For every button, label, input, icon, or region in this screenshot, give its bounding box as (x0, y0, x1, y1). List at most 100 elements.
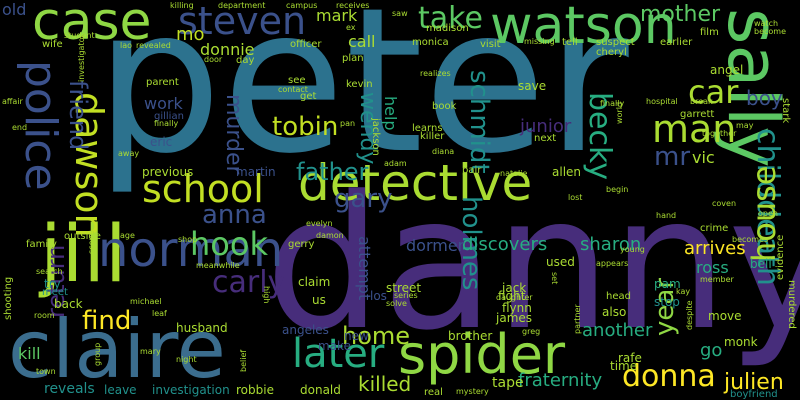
word-end: end (12, 123, 28, 132)
word-real: real (424, 387, 443, 398)
word-greg: greg (522, 327, 541, 336)
word-garrett: garrett (680, 109, 715, 120)
word-leaf: leaf (152, 309, 167, 318)
word-home: home (342, 322, 411, 350)
word-get: get (300, 91, 317, 102)
word-parent: parent (146, 77, 179, 88)
word-hook: hook (190, 225, 268, 263)
word-friend: friend (64, 80, 92, 151)
word-claim: claim (298, 275, 331, 289)
word-time: time (610, 359, 638, 373)
word-take: take (418, 1, 483, 36)
word-car: car (688, 73, 739, 111)
word-killer: killer (420, 131, 445, 142)
word-film: film (700, 27, 719, 38)
word-book: book (432, 101, 457, 112)
word-investigation: investigation (152, 383, 230, 397)
word-finally-2: finally (600, 99, 625, 108)
word-move: move (708, 309, 742, 323)
word-discovers: discovers (462, 234, 548, 255)
word-break: break (690, 97, 713, 106)
word-watson: watson (490, 0, 677, 56)
word-cheryl: cheryl (596, 47, 627, 58)
word-madison: madison (426, 23, 469, 34)
word-next: next (534, 133, 557, 144)
word-meet: meet (42, 287, 68, 298)
word-kay: kay (676, 287, 691, 296)
word-husband: husband (176, 321, 228, 335)
word-previous: previous (142, 165, 194, 179)
word-search: search (36, 267, 63, 276)
word-steven: steven (178, 0, 307, 43)
word-mo: mo (176, 24, 205, 45)
word-visit: visit (480, 39, 501, 50)
word-appears: appears (596, 259, 629, 268)
word-back: back (54, 297, 83, 311)
word-department: department (218, 1, 266, 10)
word-night: night (176, 355, 197, 364)
word-revealed: revealed (136, 41, 171, 50)
word-killed: killed (358, 372, 412, 396)
word-mystery: mystery (456, 387, 489, 396)
word-monica: monica (412, 37, 449, 48)
word-daughter: daughter (496, 293, 533, 302)
word-jackson: jackson (370, 118, 381, 156)
word-tobin: tobin (272, 112, 339, 142)
word-brother: brother (448, 329, 493, 343)
word-eric: eric (150, 135, 173, 149)
word-tape: tape (492, 375, 524, 391)
word-see: see (288, 75, 306, 86)
word-scene: scene (87, 230, 96, 254)
word-anna: anna (202, 200, 267, 230)
word-murdered: murdered (786, 280, 797, 329)
word-street: street (386, 281, 422, 295)
word-kevin: kevin (346, 79, 373, 90)
word-rafe: rafe (618, 351, 642, 365)
word-father: father (296, 158, 369, 186)
word-watch: watch (754, 19, 779, 28)
word-mark: mark (316, 6, 358, 25)
word-james: james (496, 311, 533, 325)
word-learns: learns (412, 123, 443, 134)
word-mother: mother (640, 2, 721, 27)
word-go: go (700, 340, 723, 361)
word-day: day (236, 55, 255, 66)
word-spider: spider (398, 323, 566, 386)
word-schmidt: schmidt (464, 70, 494, 174)
word-open: open (758, 209, 778, 218)
word-receives: receives (336, 1, 370, 10)
word-diana: diana (432, 147, 455, 156)
word-campus: campus (286, 1, 318, 10)
word-norman: norman (98, 222, 284, 278)
word-member: member (700, 275, 734, 284)
word-used: used (546, 255, 575, 269)
word-boy: boy (746, 86, 783, 110)
word-make: make (318, 339, 351, 353)
word-room: room (34, 311, 55, 320)
word-save: save (518, 79, 547, 93)
word-crime: crime (700, 223, 729, 234)
word-jack: jack (502, 281, 527, 295)
word-wife: wife (42, 39, 63, 50)
word-vic: vic (692, 148, 715, 167)
word-gillian: gillian (154, 111, 184, 122)
word-missing: missing (524, 37, 555, 46)
word-town: town (36, 367, 56, 376)
word-school: school (142, 167, 264, 211)
word-danny: danny (265, 157, 800, 371)
word-plan: plan (342, 53, 364, 64)
word-officer: officer (290, 39, 322, 50)
word-peter: peter (95, 0, 629, 198)
word-becomes: becomes (732, 235, 769, 244)
word-saw: saw (392, 9, 408, 18)
word-finally: finally (154, 119, 179, 128)
word-group: group (93, 342, 102, 366)
word-investigator: investigator (77, 34, 86, 82)
word-coven: coven (712, 199, 737, 208)
word-outside: outside (64, 231, 101, 242)
word-adam: adam (384, 159, 407, 168)
word-killing: killing (170, 1, 194, 10)
word-flynn: flynn (502, 301, 532, 315)
word-affair: affair (2, 97, 23, 106)
